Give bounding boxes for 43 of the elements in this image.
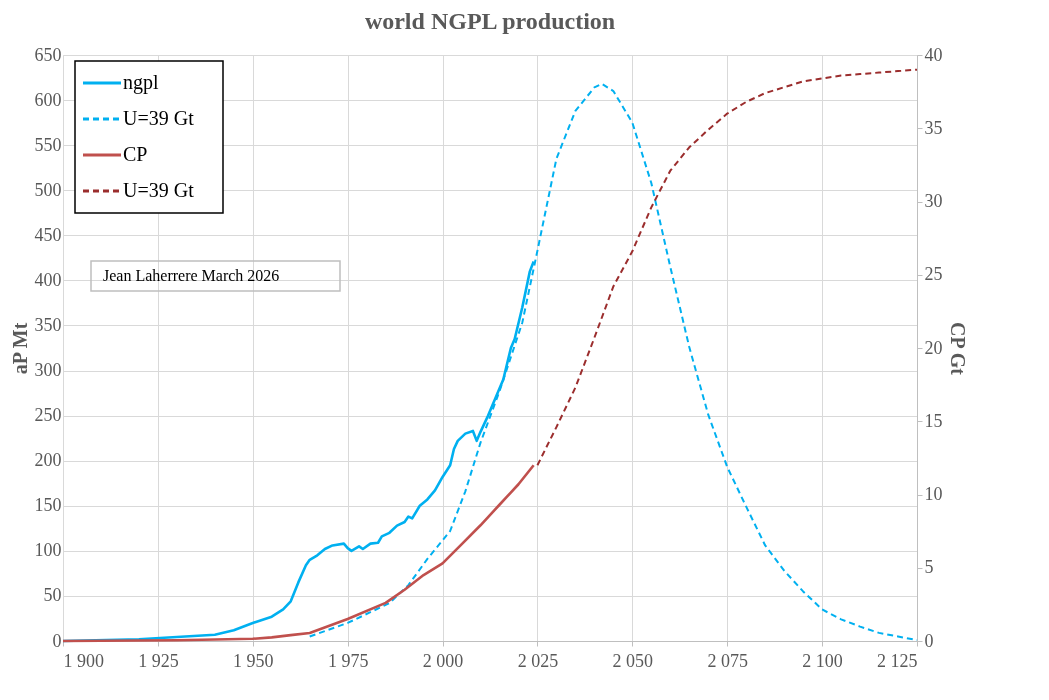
y-tick-label: 400 <box>34 269 62 290</box>
x-tick-label: 1 950 <box>233 650 274 671</box>
y2-tick-label: 40 <box>924 44 943 65</box>
y-tick-label: 450 <box>34 224 62 245</box>
y2-tick-label: 30 <box>924 191 943 211</box>
legend-label: ngpl <box>123 71 159 94</box>
x-tick-label: 2 050 <box>612 650 654 671</box>
y-tick-label: 150 <box>34 495 62 516</box>
x-tick-label: 1 900 <box>63 650 104 671</box>
x-tick-label: 2 000 <box>422 650 464 671</box>
x-tick-label: 2 025 <box>517 650 559 671</box>
y2-axis-title: CP Gt <box>946 322 969 376</box>
y-tick-label: 650 <box>34 44 62 65</box>
legend-label: U=39 Gt <box>123 179 195 201</box>
y2-tick-label: 15 <box>924 410 943 431</box>
y-tick-label: 50 <box>43 585 62 606</box>
y-tick-label: 350 <box>34 314 62 335</box>
line-series <box>536 68 918 467</box>
y-tick-label: 250 <box>34 405 62 426</box>
y-tick-label: 300 <box>34 360 62 381</box>
chart-title: world NGPL production <box>364 8 616 34</box>
y2-tick-label: 0 <box>924 630 934 651</box>
legend-label: U=39 Gt <box>123 107 195 129</box>
y-tick-label: 100 <box>34 540 62 561</box>
y2-tick-label: 20 <box>924 337 943 358</box>
x-tick-label: 1 925 <box>138 650 179 671</box>
y2-tick-label: 10 <box>924 484 943 504</box>
y2-tick-label: 5 <box>924 557 934 578</box>
x-tick-label: 1 975 <box>327 650 369 671</box>
legend-label: CP <box>123 143 148 165</box>
y-tick-label: 0 <box>52 630 62 651</box>
y-tick-label: 600 <box>34 89 62 110</box>
y-axis-title: aP Mt <box>8 322 31 375</box>
x-tick-label: 2 100 <box>802 650 843 671</box>
y2-tick-label: 35 <box>924 117 943 138</box>
y-tick-label: 550 <box>34 134 62 155</box>
x-tick-label: 2 125 <box>877 650 918 671</box>
y-tick-label: 500 <box>34 179 62 200</box>
annotation: Jean Laherrere March 2026 <box>103 267 280 284</box>
line-series <box>61 463 535 643</box>
y2-tick-label: 25 <box>924 264 943 285</box>
y-tick-label: 200 <box>34 450 62 471</box>
x-tick-label: 2 075 <box>707 650 748 671</box>
